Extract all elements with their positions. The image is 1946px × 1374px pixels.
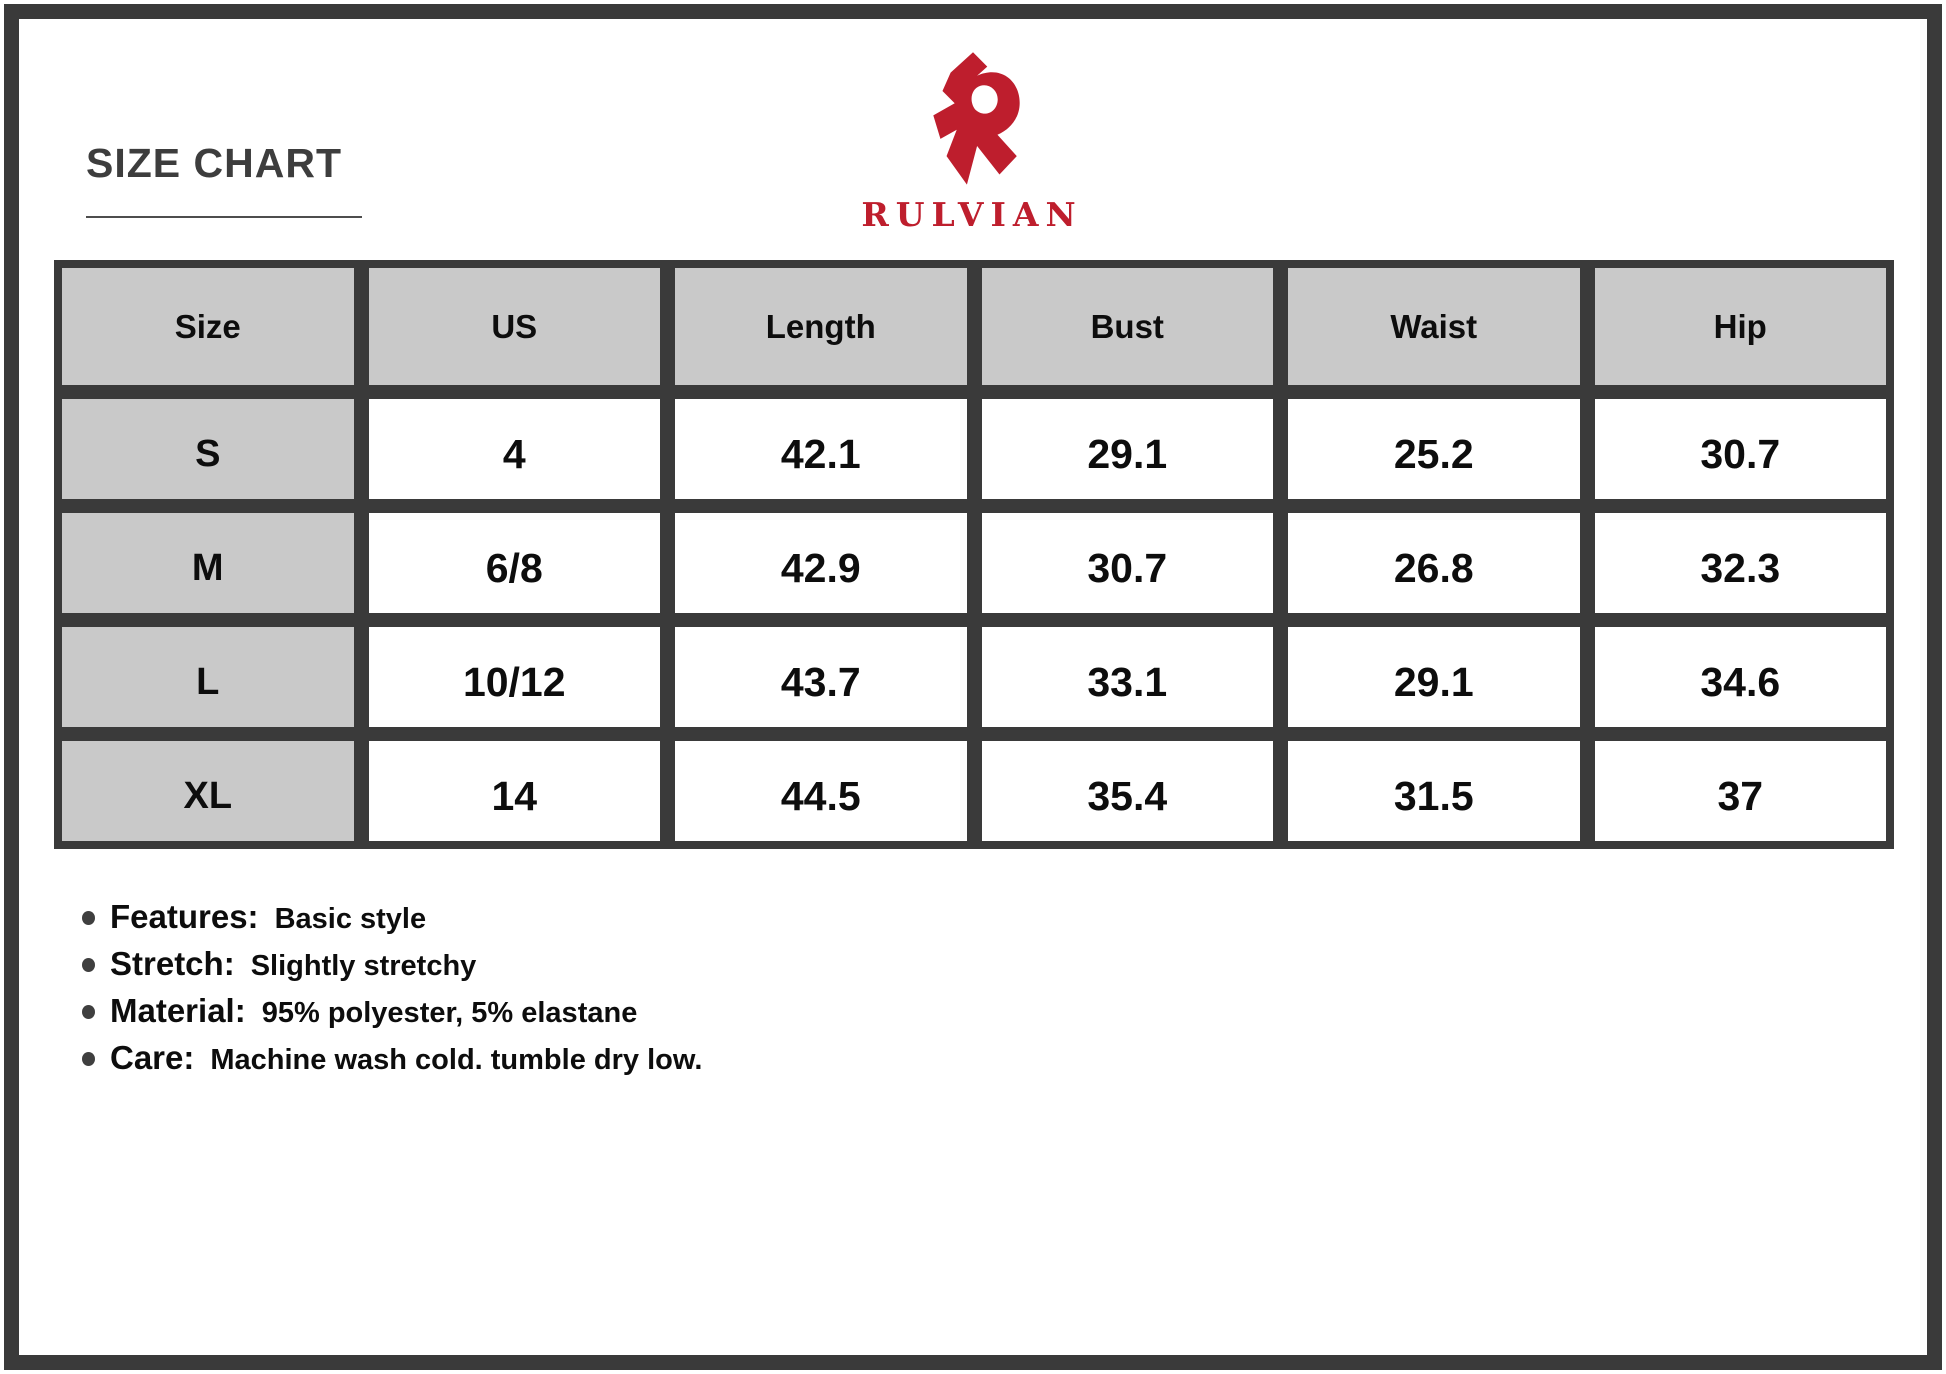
row-xl-size-label: XL (62, 741, 354, 841)
column-header-hip: Hip (1594, 268, 1886, 385)
column-header-us: US (368, 268, 660, 385)
brand-name: RULVIAN (861, 195, 1083, 234)
detail-value: Slightly stretchy (250, 950, 477, 982)
row-l-length: 43.7 (675, 627, 967, 727)
row-m-hip: 32.3 (1594, 513, 1886, 613)
bullet-icon (82, 1005, 95, 1019)
row-xl-length: 44.5 (675, 741, 967, 841)
row-m-waist: 26.8 (1288, 513, 1580, 613)
bullet-icon (82, 1052, 95, 1066)
bullet-icon (82, 911, 95, 925)
row-m-length: 42.9 (675, 513, 967, 613)
list-item-stretch: Stretch: Slightly stretchy (82, 945, 702, 985)
detail-value: 95% polyester, 5% elastane (261, 997, 638, 1029)
detail-label: Care: (110, 1039, 195, 1076)
size-table: Size US Length Bust Waist Hip S 4 42.1 2… (54, 260, 1894, 849)
row-l-hip: 34.6 (1594, 627, 1886, 727)
column-header-size: Size (62, 268, 354, 385)
row-m-us: 6/8 (368, 513, 660, 613)
detail-value: Machine wash cold. tumble dry low. (210, 1044, 703, 1076)
title-underline (86, 216, 362, 218)
row-s-length: 42.1 (675, 399, 967, 499)
row-xl-hip: 37 (1594, 741, 1886, 841)
row-xl-us: 14 (368, 741, 660, 841)
row-l-us: 10/12 (368, 627, 660, 727)
row-s-size-label: S (62, 399, 354, 499)
list-item-features: Features: Basic style (82, 898, 702, 938)
row-s-bust: 29.1 (981, 399, 1273, 499)
detail-value: Basic style (274, 903, 427, 935)
detail-label: Stretch: (110, 945, 235, 982)
list-item-care: Care: Machine wash cold. tumble dry low. (82, 1039, 702, 1079)
row-s-us: 4 (368, 399, 660, 499)
row-xl-bust: 35.4 (981, 741, 1273, 841)
row-xl-waist: 31.5 (1288, 741, 1580, 841)
row-l-bust: 33.1 (981, 627, 1273, 727)
bullet-icon (82, 958, 95, 972)
row-l-waist: 29.1 (1288, 627, 1580, 727)
row-l-size-label: L (62, 627, 354, 727)
row-m-size-label: M (62, 513, 354, 613)
detail-label: Material: (110, 992, 246, 1029)
row-s-waist: 25.2 (1288, 399, 1580, 499)
column-header-length: Length (675, 268, 967, 385)
page-title: SIZE CHART (86, 140, 342, 186)
detail-label: Features: (110, 898, 259, 935)
row-m-bust: 30.7 (981, 513, 1273, 613)
product-details-list: Features: Basic style Stretch: Slightly … (82, 898, 702, 1086)
brand-logo: RULVIAN (772, 50, 1172, 234)
column-header-waist: Waist (1288, 268, 1580, 385)
list-item-material: Material: 95% polyester, 5% elastane (82, 992, 702, 1032)
column-header-bust: Bust (981, 268, 1273, 385)
angular-r-logo-icon (933, 52, 1020, 185)
row-s-hip: 30.7 (1594, 399, 1886, 499)
